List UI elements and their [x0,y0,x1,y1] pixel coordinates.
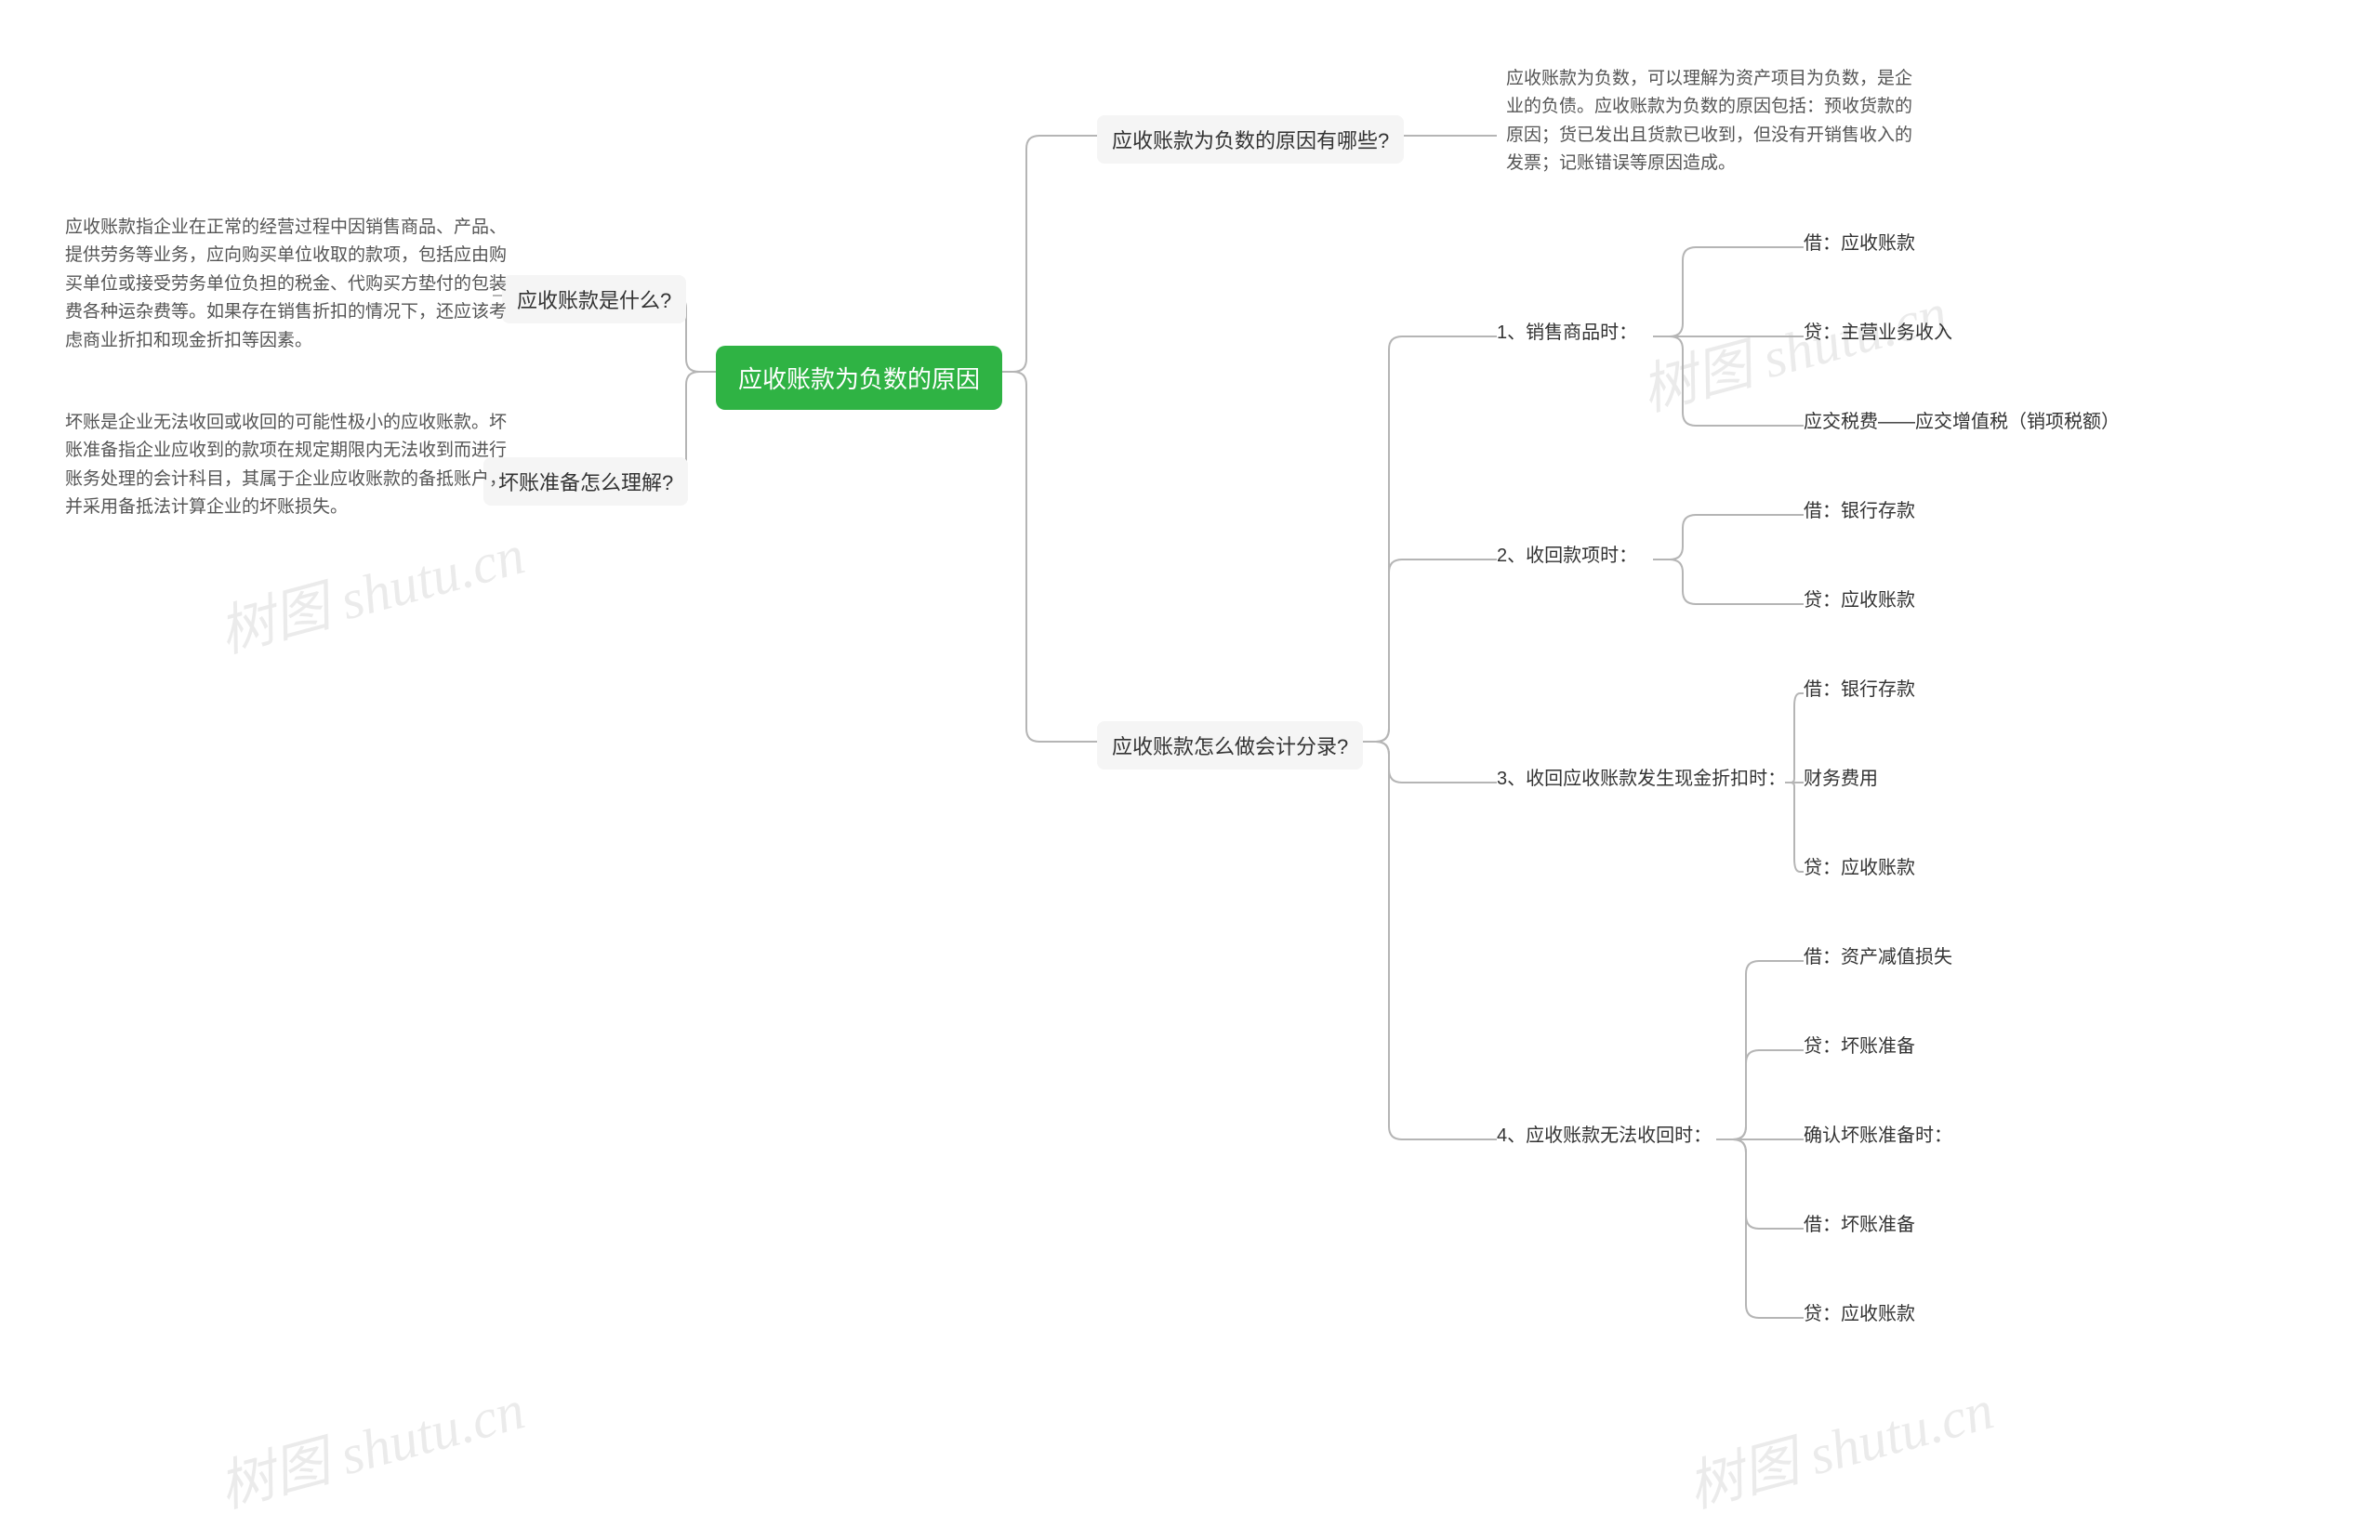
entries-child-3[interactable]: 3、收回应收账款发生现金折扣时： [1497,764,1786,794]
leaf-4-4: 借：坏账准备 [1804,1210,1915,1240]
leaf-4-3: 确认坏账准备时： [1804,1121,1952,1151]
node-what-desc: 应收账款指企业在正常的经营过程中因销售商品、产品、提供劳务等业务，应向购买单位收… [65,214,511,355]
leaf-2-2: 贷：应收账款 [1804,586,1915,615]
node-label: 应收账款怎么做会计分录? [1112,731,1348,760]
leaf-3-1: 借：银行存款 [1804,675,1915,704]
leaf-2-1: 借：银行存款 [1804,496,1915,526]
entries-child-2[interactable]: 2、收回款项时： [1497,541,1637,571]
watermark: 树图 shutu.cn [1677,1364,2001,1523]
entries-child-1[interactable]: 1、销售商品时： [1497,318,1637,348]
leaf-3-2: 财务费用 [1804,764,1878,794]
leaf-3-3: 贷：应收账款 [1804,853,1915,883]
node-baddebt-desc: 坏账是企业无法收回或收回的可能性极小的应收账款。坏账准备指企业应收到的款项在规定… [65,409,511,522]
root-label: 应收账款为负数的原因 [738,361,980,395]
leaf-1-2: 贷：主营业务收入 [1804,318,1952,348]
node-what[interactable]: 应收账款是什么? [502,275,686,323]
node-label: 坏账准备怎么理解? [498,467,673,496]
leaf-4-1: 借：资产减值损失 [1804,942,1952,972]
node-entries[interactable]: 应收账款怎么做会计分录? [1097,721,1363,770]
watermark: 树图 shutu.cn [208,1364,532,1523]
mindmap-root[interactable]: 应收账款为负数的原因 [716,346,1002,410]
leaf-1-3: 应交税费——应交增值税（销项税额） [1804,407,2120,437]
leaf-4-2: 贷：坏账准备 [1804,1032,1915,1061]
node-label: 应收账款是什么? [517,284,671,314]
leaf-4-5: 贷：应收账款 [1804,1299,1915,1329]
watermark: 树图 shutu.cn [208,509,532,668]
node-label: 应收账款为负数的原因有哪些? [1112,125,1389,154]
node-baddebt[interactable]: 坏账准备怎么理解? [483,457,688,506]
leaf-1-1: 借：应收账款 [1804,229,1915,258]
node-reasons-desc: 应收账款为负数，可以理解为资产项目为负数，是企业的负债。应收账款为负数的原因包括… [1506,65,1915,178]
node-reasons[interactable]: 应收账款为负数的原因有哪些? [1097,115,1404,164]
entries-child-4[interactable]: 4、应收账款无法收回时： [1497,1121,1712,1151]
